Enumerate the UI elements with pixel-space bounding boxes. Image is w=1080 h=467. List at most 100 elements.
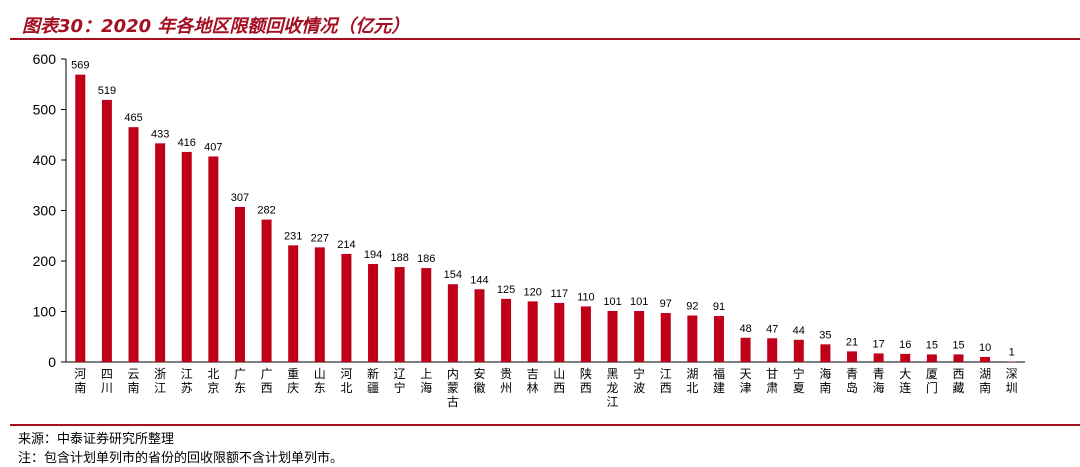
category-char: 广	[261, 367, 273, 381]
bar	[660, 313, 671, 362]
bar	[580, 306, 591, 362]
category-char: 南	[979, 380, 991, 395]
category-char: 东	[234, 381, 246, 395]
category-char: 江	[154, 381, 166, 395]
category-char: 西	[660, 381, 672, 395]
remark-note: 注：包含计划单列市的省份的回收限额不含计划单列市。	[18, 451, 344, 466]
category-char: 南	[819, 380, 831, 395]
bar	[953, 354, 964, 362]
category-char: 藏	[952, 381, 964, 395]
category-label: 北京	[207, 367, 219, 395]
data-label: 21	[846, 336, 858, 348]
category-label: 山西	[553, 367, 565, 395]
data-label: 214	[337, 239, 355, 251]
category-char: 山	[314, 367, 326, 381]
category-label: 四川	[101, 367, 113, 395]
category-char: 宁	[633, 366, 645, 381]
data-label: 307	[231, 192, 249, 204]
bar	[740, 337, 751, 362]
category-char: 陕	[580, 366, 592, 381]
bar	[234, 206, 245, 362]
category-char: 州	[500, 381, 512, 395]
category-label: 河南	[74, 367, 86, 395]
data-label: 47	[766, 323, 778, 335]
category-char: 西	[261, 381, 273, 395]
source-note: 来源：中泰证券研究所整理	[18, 432, 175, 447]
category-label: 山东	[314, 367, 326, 395]
data-label: 227	[311, 232, 329, 244]
bar	[208, 156, 219, 362]
category-char: 湖	[686, 366, 698, 381]
bar	[155, 143, 166, 362]
data-label: 117	[551, 288, 569, 300]
bar	[181, 151, 192, 362]
category-label: 青海	[873, 367, 885, 395]
bar	[793, 339, 804, 362]
category-label: 重庆	[287, 367, 299, 395]
category-label: 甘肃	[766, 367, 778, 395]
category-char: 东	[314, 381, 326, 395]
data-label: 44	[793, 325, 805, 337]
category-char: 西	[553, 381, 565, 395]
data-label: 194	[364, 249, 382, 261]
category-char: 黑	[607, 367, 619, 381]
category-char: 广	[234, 367, 246, 381]
title-bar: 图表30：2020 年各地区限额回收情况（亿元）	[0, 0, 1080, 40]
data-label: 231	[284, 230, 302, 242]
data-label: 519	[98, 85, 116, 97]
bar	[713, 316, 724, 362]
category-char: 南	[74, 380, 86, 395]
y-tick-label: 500	[33, 102, 57, 118]
category-label: 深圳	[1006, 367, 1018, 395]
category-char: 肃	[766, 381, 778, 395]
category-char: 海	[819, 366, 831, 381]
category-char: 京	[207, 381, 219, 395]
category-char: 新	[367, 366, 379, 381]
category-char: 吉	[527, 367, 539, 381]
data-label: 97	[660, 298, 672, 310]
data-label: 125	[497, 284, 515, 296]
category-label: 内蒙古	[447, 367, 459, 409]
category-char: 青	[846, 367, 858, 381]
category-char: 贵	[500, 367, 512, 381]
bar	[341, 253, 352, 362]
y-tick-label: 400	[33, 152, 57, 168]
category-label: 海南	[819, 366, 831, 395]
category-label: 天津	[740, 367, 752, 395]
bar	[261, 219, 272, 362]
y-tick-label: 200	[33, 253, 57, 269]
category-char: 建	[713, 381, 725, 395]
category-char: 夏	[793, 381, 805, 395]
data-label: 16	[899, 339, 911, 351]
bar	[394, 267, 405, 362]
category-label: 大连	[899, 367, 911, 395]
data-label: 48	[739, 323, 751, 335]
category-label: 江西	[660, 367, 672, 395]
bar	[368, 264, 379, 362]
category-char: 蒙	[447, 381, 459, 395]
category-char: 古	[447, 394, 459, 409]
bar	[1006, 361, 1017, 363]
category-char: 青	[873, 367, 885, 381]
category-label: 福建	[713, 366, 725, 395]
category-label: 上海	[420, 367, 432, 395]
category-label: 新疆	[367, 366, 379, 395]
category-char: 庆	[287, 381, 299, 395]
category-char: 宁	[394, 380, 406, 395]
category-char: 江	[607, 395, 619, 409]
footer-divider	[10, 424, 1080, 426]
category-label: 厦门	[926, 367, 938, 395]
y-tick-label: 0	[48, 354, 56, 370]
category-char: 宁	[793, 366, 805, 381]
data-label: 35	[819, 329, 831, 341]
category-char: 湖	[979, 366, 991, 381]
bar	[101, 99, 112, 362]
category-char: 岛	[846, 380, 858, 395]
bar	[847, 351, 858, 362]
data-label: 407	[204, 141, 222, 153]
bar	[900, 353, 911, 362]
category-label: 辽宁	[394, 367, 406, 395]
category-char: 圳	[1006, 381, 1018, 395]
chart-title: 图表30：2020 年各地区限额回收情况（亿元）	[22, 16, 410, 37]
data-label: 101	[603, 296, 621, 308]
